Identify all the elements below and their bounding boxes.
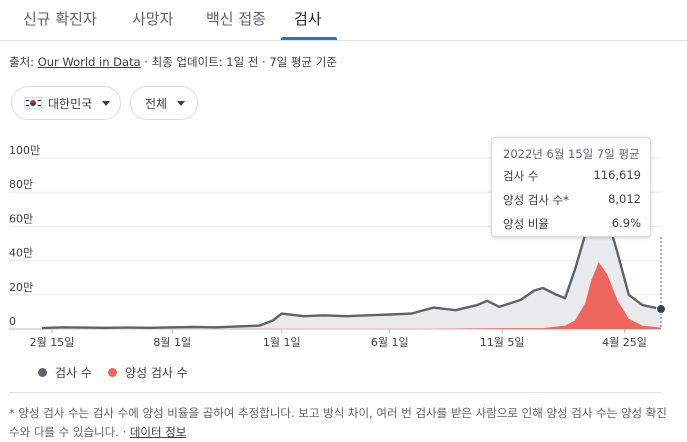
tabs-divider	[0, 40, 687, 41]
chevron-down-icon	[177, 100, 186, 106]
y-tick-label: 100만	[9, 144, 40, 157]
legend-label-tests: 검사 수	[55, 366, 92, 380]
tab-deaths[interactable]: 사망자	[132, 10, 174, 28]
x-tick-label: 2월 15일	[30, 335, 75, 349]
tooltip-row-tests: 검사 수 116,619	[503, 168, 641, 184]
footnote-separator: ·	[122, 425, 130, 439]
tooltip-value: 6.9%	[611, 216, 641, 230]
tooltip-row-rate: 양성 비율 6.9%	[503, 216, 641, 232]
x-tick-label: 4월 25일	[602, 335, 647, 349]
positive-tests-area	[42, 262, 661, 329]
tooltip-label: 검사 수	[503, 169, 539, 183]
footnote: * 양성 검사 수는 검사 수에 양성 비율을 곱하여 추정합니다. 보고 방식…	[9, 404, 671, 442]
tooltip-value: 116,619	[593, 168, 641, 182]
tab-vaccinations[interactable]: 백신 접종	[206, 10, 266, 28]
x-tick-label: 1월 1일	[263, 335, 301, 349]
hover-point	[656, 304, 666, 315]
y-tick-label: 80만	[9, 178, 33, 191]
tooltip-title: 2022년 6월 15일 7일 평균	[503, 147, 640, 161]
country-dropdown[interactable]: 대한민국	[11, 86, 121, 120]
range-dropdown[interactable]: 전체	[130, 86, 198, 120]
chart-tooltip: 2022년 6월 15일 7일 평균 검사 수 116,619 양성 검사 수*…	[491, 137, 651, 237]
chevron-down-icon	[102, 100, 111, 106]
tooltip-row-positive: 양성 검사 수* 8,012	[503, 192, 641, 208]
source-suffix: · 최종 업데이트: 1일 전 · 7일 평균 기준	[140, 55, 337, 69]
tab-tests[interactable]: 검사	[294, 10, 322, 28]
south-korea-flag-icon	[24, 97, 42, 109]
tab-bar: 신규 확진자 사망자 백신 접종 검사	[0, 0, 687, 40]
tooltip-value: 8,012	[608, 192, 641, 206]
country-dropdown-label: 대한민국	[48, 96, 93, 111]
source-link[interactable]: Our World in Data	[37, 55, 141, 69]
legend-tests: 검사 수	[38, 364, 92, 381]
x-tick-label: 6월 1일	[371, 335, 409, 349]
x-tick-label: 8월 1일	[153, 335, 191, 349]
active-tab-indicator	[281, 37, 337, 40]
tooltip-label: 양성 검사 수*	[503, 193, 569, 207]
legend-dot-tests	[38, 368, 47, 377]
source-prefix: 출처:	[9, 55, 38, 69]
y-tick-label: 0	[9, 315, 16, 328]
legend-dot-positive	[108, 368, 117, 377]
y-tick-label: 20만	[9, 281, 33, 294]
y-tick-label: 60만	[9, 212, 33, 225]
source-line: 출처: Our World in Data · 최종 업데이트: 1일 전 · …	[9, 54, 337, 70]
footnote-divider	[9, 392, 661, 393]
data-info-link[interactable]: 데이터 정보	[129, 425, 187, 439]
legend-positive: 양성 검사 수	[108, 364, 188, 381]
tooltip-label: 양성 비율	[503, 217, 549, 231]
legend-label-positive: 양성 검사 수	[125, 366, 188, 380]
footnote-text: * 양성 검사 수는 검사 수에 양성 비율을 곱하여 추정합니다. 보고 방식…	[9, 406, 667, 439]
tab-new-cases[interactable]: 신규 확진자	[23, 10, 97, 28]
y-tick-label: 40만	[9, 247, 33, 260]
x-tick-label: 11월 5일	[480, 335, 525, 349]
range-dropdown-label: 전체	[145, 96, 168, 111]
